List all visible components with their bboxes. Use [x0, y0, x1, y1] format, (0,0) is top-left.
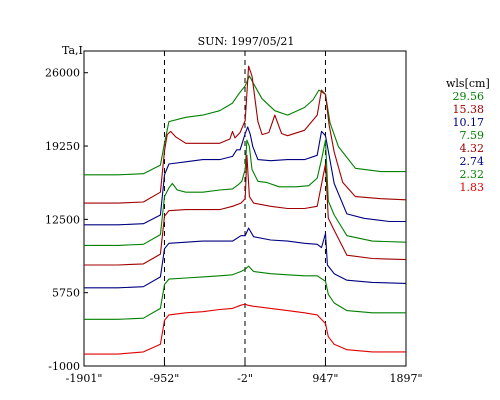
series-line-4.32: [84, 154, 407, 266]
series-line-15.38: [84, 65, 407, 204]
legend-entry: 29.56: [453, 90, 485, 103]
y-tick-label: 26000: [45, 67, 80, 80]
x-tick-label: 1897": [389, 372, 422, 385]
series-line-2.32: [84, 265, 406, 320]
y-tick-label: -1000: [48, 360, 80, 373]
legend-entry: 10.17: [453, 116, 485, 129]
y-axis-label: Ta,I: [62, 44, 83, 57]
series-line-10.17: [84, 126, 406, 226]
legend-entry: 2.74: [460, 155, 485, 168]
legend-title: wls[cm]: [446, 77, 490, 90]
y-tick-label: 5750: [52, 287, 80, 300]
series-line-7.59: [84, 139, 407, 246]
series-layer: [84, 65, 407, 355]
legend-entry: 7.59: [460, 129, 485, 142]
y-tick-label: 12500: [45, 213, 80, 226]
x-tick-label: -1901": [66, 372, 103, 385]
x-axis-ticks: -1901" -952" -2" 947" 1897": [66, 362, 423, 385]
x-tick-label: -2": [237, 372, 253, 385]
series-line-1.83: [84, 303, 406, 355]
x-tick-label: -952": [150, 372, 180, 385]
legend-entry: 15.38: [453, 103, 485, 116]
legend-entry: 1.83: [460, 181, 485, 194]
legend-entry: 2.32: [460, 168, 485, 181]
y-axis-ticks: 26000 19250 12500 5750 -1000: [45, 67, 88, 373]
y-tick-label: 19250: [45, 140, 80, 153]
x-tick-label: 947": [312, 372, 338, 385]
series-line-2.74: [84, 227, 407, 289]
legend-entry: 4.32: [460, 142, 485, 155]
chart-title: SUN: 1997/05/21: [198, 35, 295, 48]
dashed-reference-lines: [163, 51, 326, 366]
